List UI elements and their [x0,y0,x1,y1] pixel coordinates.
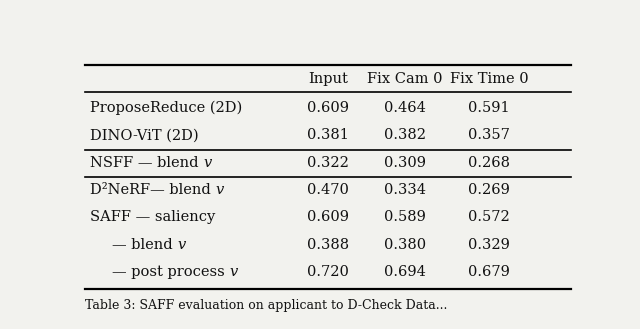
Text: 0.382: 0.382 [384,128,426,142]
Text: Table 3: SAFF evaluation on applicant to D-Check Data...: Table 3: SAFF evaluation on applicant to… [85,299,447,312]
Text: 0.679: 0.679 [468,265,510,279]
Text: v: v [177,238,186,252]
Text: 0.309: 0.309 [384,156,426,169]
Text: Fix Time 0: Fix Time 0 [450,72,529,87]
Text: 0.269: 0.269 [468,183,510,197]
Text: v: v [230,265,238,279]
Text: Fix Cam 0: Fix Cam 0 [367,72,443,87]
Text: 0.357: 0.357 [468,128,510,142]
Text: 0.464: 0.464 [384,101,426,115]
Text: 0.381: 0.381 [307,128,349,142]
Text: 0.609: 0.609 [307,101,349,115]
Text: D²NeRF— blend: D²NeRF— blend [90,183,215,197]
Text: 0.322: 0.322 [307,156,349,169]
Text: 0.720: 0.720 [307,265,349,279]
Text: SAFF — saliency: SAFF — saliency [90,210,215,224]
Text: v: v [203,156,211,169]
Text: 0.572: 0.572 [468,210,510,224]
Text: NSFF — blend: NSFF — blend [90,156,203,169]
Text: v: v [215,183,223,197]
Text: 0.334: 0.334 [384,183,426,197]
Text: 0.694: 0.694 [384,265,426,279]
Text: 0.380: 0.380 [384,238,426,252]
Text: — blend: — blend [112,238,177,252]
Text: Input: Input [308,72,348,87]
Text: 0.268: 0.268 [468,156,510,169]
Text: 0.329: 0.329 [468,238,510,252]
Text: ProposeReduce (2D): ProposeReduce (2D) [90,101,242,115]
Text: 0.589: 0.589 [384,210,426,224]
Text: DINO-ViT (2D): DINO-ViT (2D) [90,128,198,142]
Text: 0.388: 0.388 [307,238,349,252]
Text: 0.591: 0.591 [468,101,510,115]
Text: — post process: — post process [112,265,230,279]
Text: 0.470: 0.470 [307,183,349,197]
Text: 0.609: 0.609 [307,210,349,224]
